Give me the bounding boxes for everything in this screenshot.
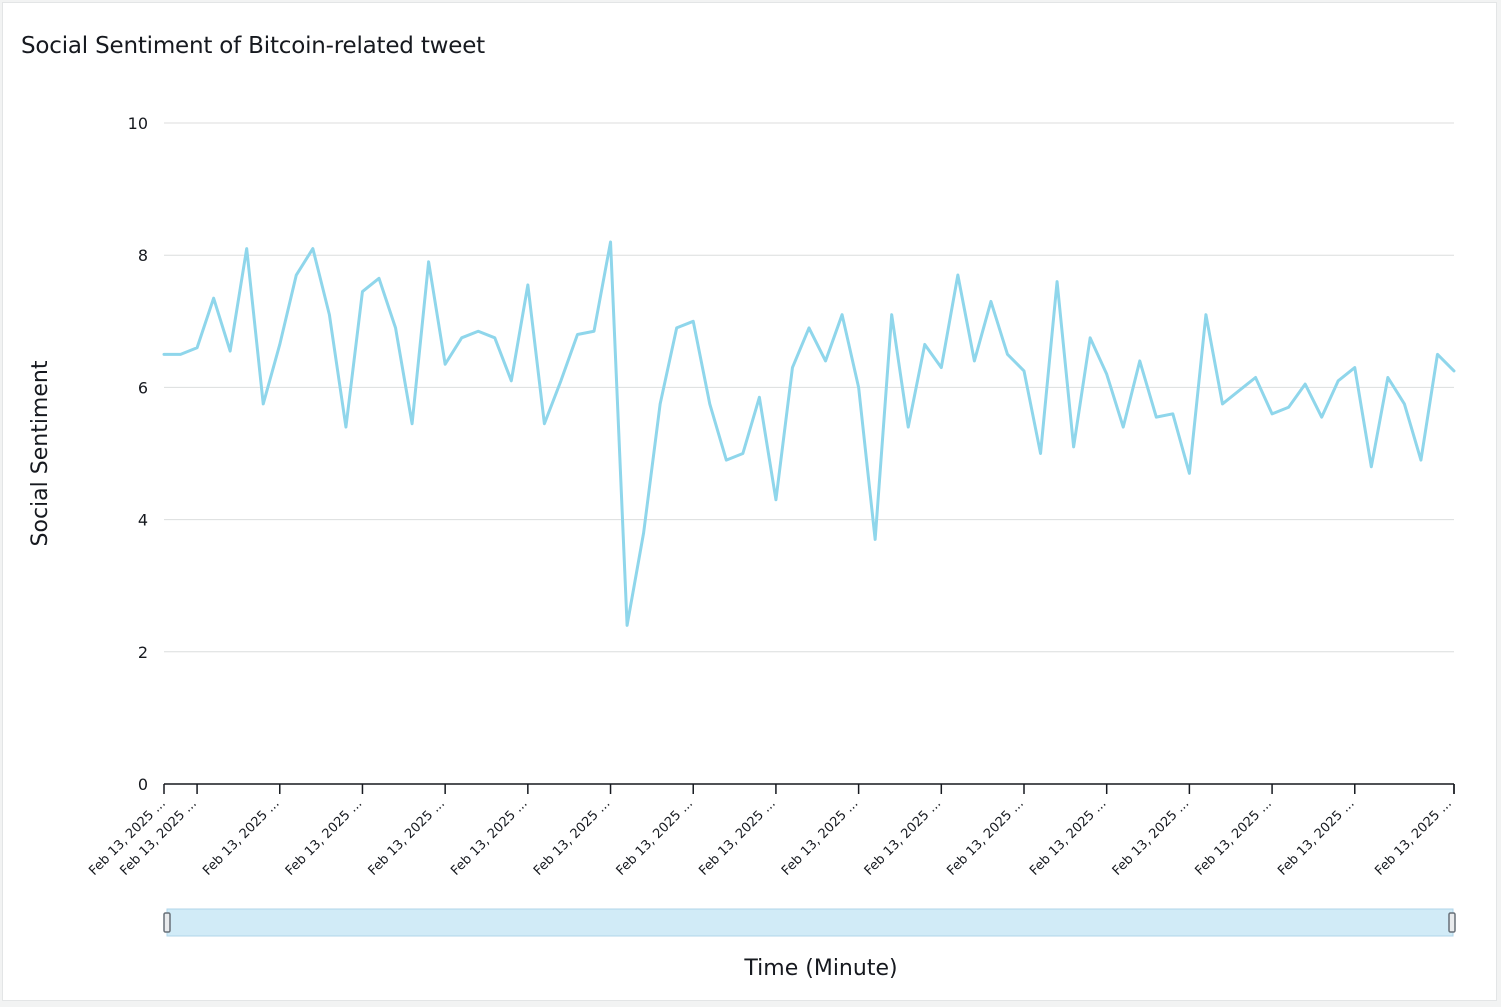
y-tick-label: 8 bbox=[138, 246, 148, 265]
chart-title: Social Sentiment of Bitcoin-related twee… bbox=[21, 33, 485, 59]
range-slider-track[interactable] bbox=[166, 908, 1454, 937]
x-tick-label: Feb 13, 2025 ... bbox=[862, 796, 944, 878]
y-tick-label: 6 bbox=[138, 378, 148, 397]
x-tick-label: Feb 13, 2025 ... bbox=[531, 796, 613, 878]
x-tick-label: Feb 13, 2025 ... bbox=[366, 796, 448, 878]
range-slider-left-handle[interactable] bbox=[163, 912, 171, 933]
y-axis-label: Social Sentiment bbox=[28, 360, 53, 546]
y-tick-label: 4 bbox=[138, 511, 148, 530]
y-tick-label: 10 bbox=[128, 114, 148, 133]
sentiment-series-line bbox=[162, 240, 1456, 627]
x-tick-label: Feb 13, 2025 ... bbox=[283, 796, 365, 878]
x-tick-label: Feb 13, 2025 ... bbox=[696, 796, 778, 878]
x-tick-label: Feb 13, 2025 ... bbox=[1372, 796, 1454, 878]
y-tick-label: 0 bbox=[138, 775, 148, 794]
x-tick-label: Feb 13, 2025 ... bbox=[1027, 796, 1109, 878]
x-tick-label: Feb 13, 2025 ... bbox=[200, 796, 282, 878]
range-slider-right-handle[interactable] bbox=[1448, 912, 1456, 933]
x-tick-label: Feb 13, 2025 ... bbox=[1110, 796, 1192, 878]
x-tick-label: Feb 13, 2025 ... bbox=[448, 796, 530, 878]
x-tick-label: Feb 13, 2025 ... bbox=[1192, 796, 1274, 878]
x-tick-label: Feb 13, 2025 ... bbox=[779, 796, 861, 878]
x-axis-label: Time (Minute) bbox=[743, 956, 897, 981]
x-tick-label: Feb 13, 2025 ... bbox=[1275, 796, 1357, 878]
x-tick-label: Feb 13, 2025 ... bbox=[944, 796, 1026, 878]
x-tick-label: Feb 13, 2025 ... bbox=[614, 796, 696, 878]
y-tick-label: 2 bbox=[138, 643, 148, 662]
